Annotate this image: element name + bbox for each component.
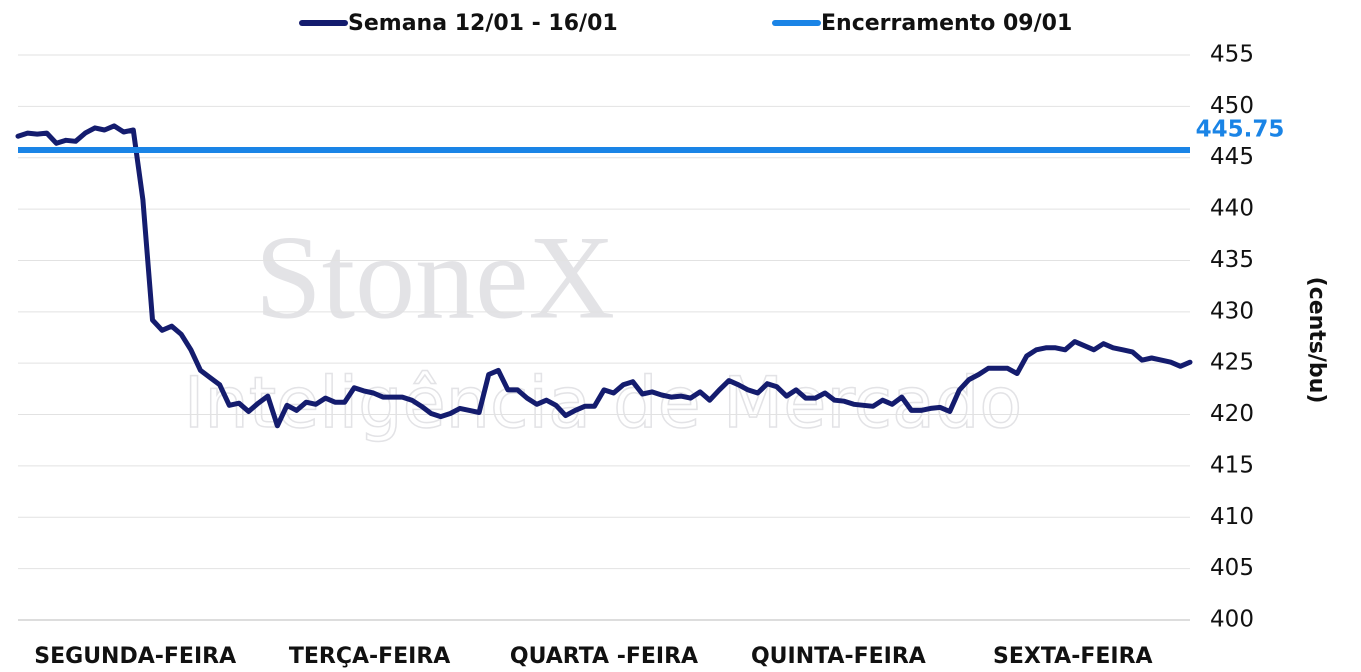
y-tick-label: 425 [1210, 350, 1254, 376]
y-tick-label: 435 [1210, 247, 1254, 273]
watermark-logo: StoneX [255, 211, 615, 344]
series-line [15, 123, 1193, 429]
y-tick-label: 400 [1210, 607, 1254, 633]
x-tick-label: SEXTA-FEIRA [993, 644, 1153, 669]
y-tick-label: 420 [1210, 401, 1254, 427]
x-tick-label: SEGUNDA-FEIRA [34, 644, 236, 669]
reference-label: 445.75 [1196, 117, 1285, 143]
y-tick-label: 450 [1210, 93, 1254, 119]
y-tick-label: 410 [1210, 504, 1254, 530]
y-tick-label: 455 [1210, 42, 1254, 68]
y-tick-label: 440 [1210, 196, 1254, 222]
x-tick-label: TERÇA-FEIRA [289, 644, 451, 669]
y-tick-label: 405 [1210, 555, 1254, 581]
legend-label: Semana 12/01 - 16/01 [348, 11, 618, 36]
y-tick-label: 445 [1210, 144, 1254, 170]
x-tick-label: QUARTA -FEIRA [510, 644, 698, 669]
y-tick-label: 430 [1210, 298, 1254, 324]
legend-label: Encerramento 09/01 [821, 11, 1072, 36]
x-tick-label: QUINTA-FEIRA [751, 644, 926, 669]
y-tick-label: 415 [1210, 452, 1254, 478]
y-axis-label: (cents/bu) [1304, 277, 1329, 404]
